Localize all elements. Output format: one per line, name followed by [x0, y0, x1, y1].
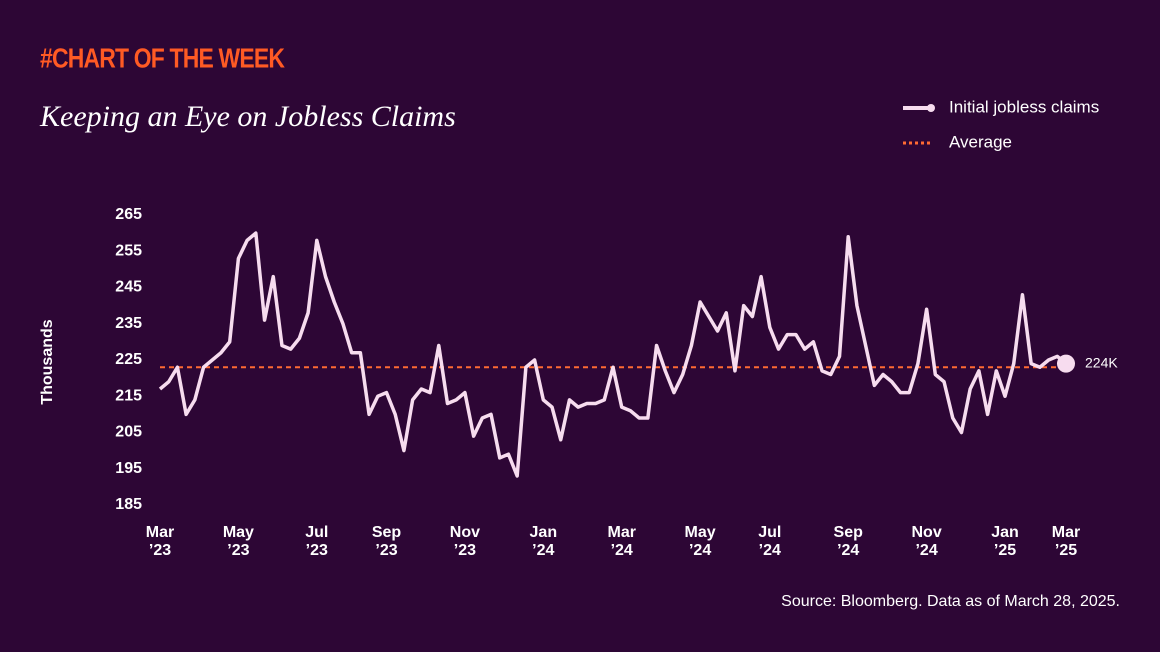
x-tick-label: Nov ’24: [911, 524, 941, 559]
x-tick-label: Jan ’25: [991, 524, 1019, 559]
series-line: [158, 231, 1068, 478]
x-tick-label: Jul ’23: [305, 524, 328, 559]
y-tick-label: 235: [115, 315, 142, 332]
y-tick-label: 215: [115, 387, 142, 404]
y-tick-label: 265: [115, 206, 142, 223]
legend-label: Average: [949, 132, 1012, 151]
y-tick-label: 205: [115, 424, 142, 441]
y-tick-label: 225: [115, 351, 142, 368]
x-tick-label: Mar ’25: [1052, 524, 1080, 559]
x-tick-label: Mar ’24: [607, 524, 635, 559]
y-tick-label: 245: [115, 279, 142, 296]
x-tick-label: Jul ’24: [758, 524, 781, 559]
chart-title: Keeping an Eye on Jobless Claims: [39, 100, 456, 133]
x-tick-label: Sep ’23: [372, 524, 402, 559]
y-tick-label: 185: [115, 496, 142, 513]
x-tick-label: Nov ’23: [450, 524, 480, 559]
y-tick-label: 195: [115, 460, 142, 477]
x-tick-label: May ’23: [223, 524, 254, 559]
y-axis-label: Thousands: [39, 319, 56, 404]
value-label: 224K: [1085, 354, 1118, 370]
legend-label: Initial jobless claims: [949, 97, 1099, 116]
x-tick-label: Mar ’23: [146, 524, 174, 559]
x-tick-label: Sep ’24: [834, 524, 864, 559]
x-tick-label: May ’24: [685, 524, 716, 559]
legend-swatch: [927, 104, 935, 112]
kicker: #CHART OF THE WEEK: [40, 43, 285, 74]
end-point: [1057, 354, 1075, 373]
y-tick-label: 255: [115, 242, 142, 259]
source: Source: Bloomberg. Data as of March 28, …: [781, 593, 1120, 610]
x-tick-label: Jan ’24: [530, 524, 558, 559]
